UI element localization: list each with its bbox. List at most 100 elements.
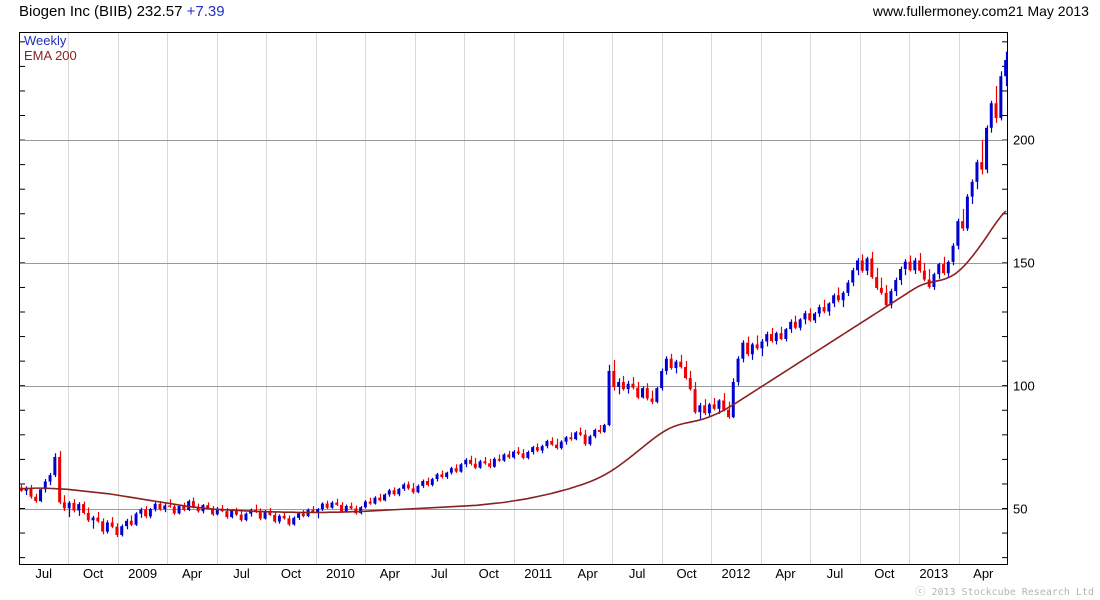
candlestick-bar <box>636 382 640 399</box>
candlestick-bar <box>349 502 353 510</box>
candlestick-bar <box>129 515 133 527</box>
candlestick-bar <box>846 280 850 297</box>
candlestick-bar <box>144 506 148 519</box>
chart-header: Biogen Inc (BIIB) 232.57 +7.39 www.fulle… <box>0 0 1100 28</box>
candlestick-bar <box>244 512 248 522</box>
candlestick-bar <box>946 260 950 278</box>
candlestick-bar <box>860 254 864 273</box>
candlestick-bar <box>1004 51 1008 87</box>
candlestick-bar <box>469 455 473 466</box>
candlestick-bar <box>58 451 62 505</box>
candlestick-bar <box>148 508 152 519</box>
candlestick-bar <box>793 315 797 330</box>
candlestick-bar <box>822 299 826 314</box>
candlestick-bar <box>755 335 759 351</box>
candlestick-bar <box>277 514 281 524</box>
candlestick-bar <box>134 512 138 526</box>
candlestick-bar <box>478 459 482 469</box>
candlestick-bar <box>101 518 105 535</box>
candlestick-bar <box>808 308 812 322</box>
candlestick-bar <box>521 449 525 460</box>
candlestick-bar <box>856 257 860 276</box>
candlestick-bar <box>774 331 778 345</box>
candlestick-bar <box>43 479 47 493</box>
candlestick-bar <box>330 501 334 509</box>
candlestick-bar <box>674 359 678 374</box>
candlestick-bar <box>583 429 587 446</box>
candlestick-bar <box>421 479 425 488</box>
candlestick-bar <box>980 140 984 175</box>
candlestick-bar <box>975 159 979 190</box>
candlestick-bar <box>526 450 530 460</box>
candlestick-bar <box>473 457 477 470</box>
candlestick-bar <box>387 488 391 497</box>
candlestick-bar <box>722 393 726 412</box>
candlestick-bar <box>416 484 420 494</box>
candlestick-bar <box>411 482 415 494</box>
candlestick-bar <box>879 277 883 295</box>
candlestick-series <box>19 51 1008 537</box>
candlestick-bar <box>961 208 965 231</box>
candlestick-bar <box>426 477 430 487</box>
candlestick-bar <box>712 397 716 411</box>
candlestick-bar <box>956 218 960 250</box>
candlestick-bar <box>555 438 559 450</box>
candlestick-bar <box>182 502 186 512</box>
chart-date: 21 May 2013 <box>1008 3 1089 19</box>
candlestick-bar <box>841 291 845 308</box>
candlestick-bar <box>320 502 324 511</box>
x-axis-tick-label: Oct <box>478 566 499 581</box>
x-axis-tick-label: Jul <box>826 566 844 581</box>
candlestick-bar <box>550 437 554 446</box>
candlestick-bar <box>72 499 76 513</box>
last-price: 232.57 <box>136 3 183 20</box>
price-chart <box>19 32 1008 565</box>
candlestick-bar <box>282 512 286 520</box>
page-title: Biogen Inc (BIIB) 232.57 +7.39 <box>19 3 225 20</box>
candlestick-bar <box>445 471 449 480</box>
legend-item-ema200: EMA 200 <box>24 48 77 63</box>
candlestick-bar <box>383 493 387 502</box>
candlestick-bar <box>392 487 396 496</box>
candlestick-bar <box>488 458 492 469</box>
candlestick-bar <box>660 368 664 391</box>
candlestick-bar <box>989 100 993 133</box>
candlestick-bar <box>440 470 444 479</box>
candlestick-bar <box>564 436 568 445</box>
candlestick-bar <box>913 257 917 274</box>
candlestick-bar <box>402 482 406 491</box>
candlestick-bar <box>287 515 291 527</box>
x-axis-tick-label: Apr <box>181 566 203 581</box>
candlestick-bar <box>115 523 119 537</box>
candlestick-bar <box>736 356 740 386</box>
candlestick-bar <box>363 500 367 509</box>
candlestick-bar <box>765 331 769 347</box>
candlestick-bar <box>832 293 836 308</box>
candlestick-bar <box>502 453 506 462</box>
candlestick-bar <box>559 440 563 450</box>
x-axis-tick-label: 2011 <box>524 566 553 581</box>
candlestick-bar <box>922 262 926 282</box>
candlestick-bar <box>82 501 86 515</box>
y-axis-tick-label: 200 <box>1013 132 1035 148</box>
candlestick-bar <box>24 486 28 495</box>
x-axis-tick-label: 2013 <box>919 566 949 581</box>
vertical-gridlines <box>68 32 960 565</box>
candlestick-bar <box>588 434 592 446</box>
candlestick-bar <box>645 383 649 401</box>
x-axis-tick-label: Oct <box>676 566 697 581</box>
candlestick-bar <box>77 502 81 516</box>
legend-item-weekly: Weekly <box>24 33 67 48</box>
candlestick-bar <box>19 483 23 492</box>
candlestick-bar <box>703 399 707 416</box>
candlestick-bar <box>760 339 764 357</box>
candlestick-bar <box>53 453 57 478</box>
x-axis-tick-label: 2012 <box>721 566 751 581</box>
copyright-notice: ⓒ 2013 Stockcube Research Ltd <box>915 587 1094 598</box>
candlestick-bar <box>110 517 114 529</box>
candlestick-bar <box>297 511 301 521</box>
candlestick-bar <box>459 463 463 473</box>
candlestick-bar <box>62 495 66 511</box>
candlestick-bar <box>593 428 597 439</box>
candlestick-bar <box>215 507 219 516</box>
